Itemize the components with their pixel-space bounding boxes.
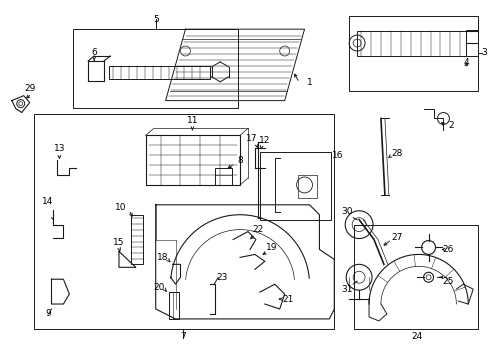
Text: 15: 15	[113, 238, 124, 247]
Text: 11: 11	[186, 116, 198, 125]
Text: 23: 23	[216, 273, 227, 282]
Bar	[109, 66, 210, 79]
Text: 3: 3	[480, 49, 486, 58]
Text: 8: 8	[237, 156, 243, 165]
Bar	[34, 113, 334, 329]
Text: 25: 25	[442, 277, 453, 286]
Text: 10: 10	[115, 203, 126, 212]
Text: 31: 31	[341, 285, 352, 294]
Bar	[131, 215, 142, 264]
Bar	[356, 31, 466, 56]
Text: 18: 18	[157, 253, 168, 262]
Text: 13: 13	[54, 144, 65, 153]
Text: 14: 14	[42, 197, 53, 206]
Text: 1: 1	[306, 78, 312, 87]
Text: 2: 2	[447, 121, 453, 130]
Bar	[168, 292, 178, 319]
Text: 12: 12	[259, 136, 270, 145]
Text: 20: 20	[153, 283, 164, 292]
Text: 24: 24	[410, 332, 422, 341]
Text: 21: 21	[282, 294, 293, 303]
Bar	[215, 168, 232, 185]
Text: 19: 19	[265, 243, 277, 252]
Text: 29: 29	[24, 84, 35, 93]
Text: 17: 17	[245, 134, 257, 143]
Bar	[348, 16, 477, 91]
Text: 22: 22	[252, 225, 263, 234]
Text: 30: 30	[341, 207, 352, 216]
Text: 6: 6	[91, 49, 97, 58]
Bar	[73, 29, 238, 108]
Text: 9: 9	[45, 310, 51, 319]
Text: 4: 4	[463, 58, 468, 67]
Text: 28: 28	[390, 149, 402, 158]
Text: 5: 5	[153, 15, 158, 24]
Text: 27: 27	[390, 233, 402, 242]
Bar	[353, 225, 477, 329]
Bar	[259, 152, 331, 220]
Text: 16: 16	[331, 151, 342, 160]
Text: 26: 26	[442, 245, 453, 254]
Text: 7: 7	[180, 332, 186, 341]
Bar	[297, 175, 317, 198]
Bar	[466, 30, 477, 56]
